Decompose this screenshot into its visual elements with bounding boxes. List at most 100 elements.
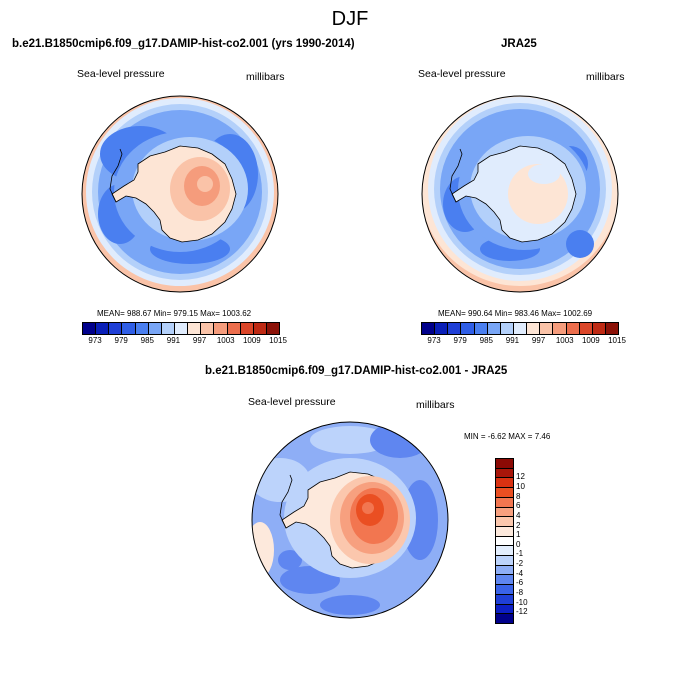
colorbar-swatch — [496, 459, 513, 469]
colorbar-swatch — [200, 323, 214, 334]
colorbar-swatch — [496, 526, 513, 537]
colorbar-swatch — [496, 575, 513, 586]
colorbar-tick-label: 1009 — [242, 336, 261, 345]
colorbar-swatch — [526, 323, 540, 334]
panel2-units: millibars — [586, 71, 625, 83]
colorbar-swatch — [265, 323, 280, 334]
colorbar-tick-label: 991 — [505, 336, 520, 345]
colorbar-swatch — [121, 323, 135, 334]
colorbar-swatch — [552, 323, 566, 334]
colorbar-swatch — [147, 323, 161, 334]
colorbar-swatch — [496, 556, 513, 566]
panel1-stats: MEAN= 988.67 Min= 979.15 Max= 1003.62 — [97, 309, 252, 318]
panel1-variable: Sea-level pressure — [77, 68, 165, 80]
colorbar-tick-label: 1003 — [555, 336, 574, 345]
colorbar-tick-label: 10 — [516, 481, 525, 491]
panel3-map-border — [251, 421, 449, 619]
colorbar-tick-label: -4 — [516, 568, 524, 578]
panel1-colorbar — [82, 322, 280, 335]
colorbar-tick-label: 1015 — [608, 336, 626, 345]
colorbar-swatch — [496, 497, 513, 508]
colorbar-swatch — [83, 323, 96, 334]
panel3-polar-map — [251, 421, 449, 619]
colorbar-tick-label: 6 — [516, 501, 521, 511]
colorbar-tick-label: 979 — [453, 336, 467, 345]
colorbar-tick-label: 2 — [516, 520, 521, 530]
colorbar-swatch — [496, 468, 513, 479]
panel3-header: b.e21.B1850cmip6.f09_g17.DAMIP-hist-co2.… — [205, 365, 508, 377]
panel3-field-low5 — [278, 550, 302, 570]
colorbar-tick-label: 0 — [516, 539, 521, 549]
colorbar-swatch — [95, 323, 109, 334]
colorbar-swatch — [187, 323, 201, 334]
panel2-peninsula — [449, 148, 463, 203]
colorbar-swatch — [512, 323, 527, 334]
colorbar-tick-label: 991 — [166, 336, 181, 345]
colorbar-tick-label: 1015 — [269, 336, 287, 345]
colorbar-tick-label: 985 — [140, 336, 154, 345]
colorbar-swatch — [134, 323, 148, 334]
colorbar-swatch — [108, 323, 122, 334]
colorbar-swatch — [422, 323, 435, 334]
panel3-stats: MIN = -6.62 MAX = 7.46 — [464, 432, 551, 441]
panel3-colorbar-ticks: -12 -10 -8 -6 -4 -2 -1 0 1 2 4 6 8 10 12 — [516, 458, 546, 622]
colorbar-swatch — [496, 546, 513, 557]
panel1-polar-map — [81, 95, 279, 293]
colorbar-tick-label: 12 — [516, 472, 525, 482]
colorbar-tick-label: 979 — [114, 336, 128, 345]
colorbar-tick-label: -12 — [516, 607, 528, 617]
colorbar-swatch — [539, 323, 553, 334]
panel2-colorbar — [421, 322, 619, 335]
colorbar-tick-label: -1 — [516, 549, 524, 559]
colorbar-tick-label: 973 — [88, 336, 102, 345]
colorbar-tick-label: -8 — [516, 588, 524, 598]
colorbar-tick-label: 1009 — [581, 336, 600, 345]
page-title: DJF — [331, 8, 369, 30]
colorbar-swatch — [496, 614, 513, 623]
panel2-stats: MEAN= 990.64 Min= 983.46 Max= 1002.69 — [438, 309, 593, 318]
colorbar-swatch — [252, 323, 266, 334]
colorbar-swatch — [591, 323, 605, 334]
panel1-peninsula — [109, 148, 123, 203]
colorbar-swatch — [565, 323, 579, 334]
colorbar-swatch — [496, 594, 513, 605]
colorbar-swatch — [496, 604, 513, 615]
panel1-plateau3 — [197, 176, 213, 192]
colorbar-tick-label: 8 — [516, 491, 521, 501]
panel2-colorbar-ticks: 973 979 985 991 997 1003 1009 1015 — [421, 336, 626, 348]
colorbar-tick-label: -10 — [516, 597, 528, 607]
panel3-colorbar — [495, 458, 514, 624]
colorbar-tick-label: 1003 — [216, 336, 235, 345]
colorbar-swatch — [496, 536, 513, 547]
colorbar-tick-label: 997 — [531, 336, 546, 345]
colorbar-tick-label: 4 — [516, 510, 521, 520]
panel1-header: b.e21.B1850cmip6.f09_g17.DAMIP-hist-co2.… — [12, 38, 355, 50]
colorbar-swatch — [496, 478, 513, 489]
colorbar-swatch — [434, 323, 448, 334]
colorbar-swatch — [473, 323, 487, 334]
colorbar-swatch — [160, 323, 174, 334]
colorbar-swatch — [486, 323, 500, 334]
colorbar-swatch — [447, 323, 461, 334]
colorbar-swatch — [496, 585, 513, 595]
panel2-field-low3 — [566, 230, 594, 258]
colorbar-tick-label: 1 — [516, 530, 521, 540]
panel2-variable: Sea-level pressure — [418, 68, 506, 80]
panel2-header: JRA25 — [501, 38, 537, 50]
colorbar-swatch — [460, 323, 474, 334]
colorbar-swatch — [496, 517, 513, 527]
colorbar-swatch — [496, 507, 513, 518]
colorbar-swatch — [499, 323, 513, 334]
panel1-map-border — [81, 95, 279, 293]
colorbar-tick-label: -2 — [516, 559, 524, 569]
panel3-variable: Sea-level pressure — [248, 396, 336, 408]
panel2-map-border — [421, 95, 619, 293]
panel3-diff-pos6b — [362, 502, 374, 514]
colorbar-swatch — [226, 323, 240, 334]
colorbar-swatch — [213, 323, 227, 334]
panel3-units: millibars — [416, 399, 455, 411]
colorbar-swatch — [604, 323, 619, 334]
colorbar-tick-label: -6 — [516, 578, 524, 588]
colorbar-tick-label: 985 — [479, 336, 493, 345]
panel2-polar-map — [421, 95, 619, 293]
